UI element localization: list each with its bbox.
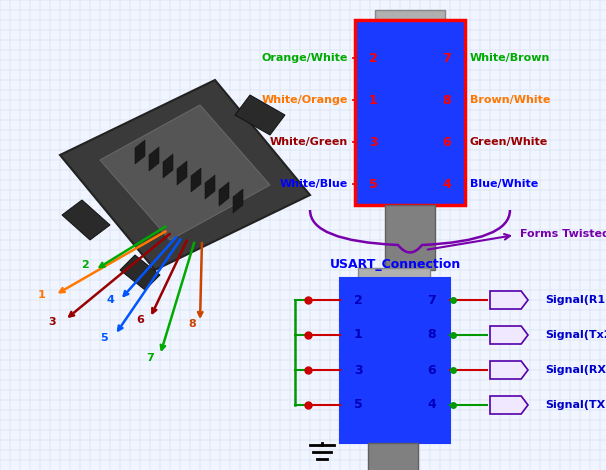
Bar	[358, 268, 430, 284]
Bar	[375, 10, 445, 28]
Text: 6: 6	[442, 135, 451, 149]
Polygon shape	[60, 80, 310, 270]
Polygon shape	[490, 291, 528, 309]
Polygon shape	[235, 95, 285, 135]
Text: 8: 8	[442, 94, 451, 107]
Text: 5: 5	[369, 178, 378, 190]
Text: White/Orange: White/Orange	[262, 95, 348, 105]
Bar	[385, 205, 435, 270]
Bar	[355, 20, 465, 205]
Polygon shape	[62, 200, 110, 240]
Text: 7: 7	[442, 52, 451, 64]
Text: Forms Twisted Pairs: Forms Twisted Pairs	[520, 229, 606, 239]
Polygon shape	[135, 140, 145, 164]
Text: Signal(RX2): Signal(RX2)	[545, 365, 606, 375]
Text: 1: 1	[369, 94, 378, 107]
Polygon shape	[191, 168, 201, 192]
Text: Blue/White: Blue/White	[470, 179, 538, 189]
Text: Signal(TX2): Signal(TX2)	[545, 400, 606, 410]
Polygon shape	[490, 326, 528, 344]
Polygon shape	[219, 182, 229, 206]
Text: 1: 1	[38, 290, 46, 300]
Text: USART_Connection: USART_Connection	[330, 258, 461, 271]
Text: 6: 6	[136, 315, 144, 325]
Polygon shape	[163, 154, 173, 178]
Polygon shape	[177, 161, 187, 185]
Text: 3: 3	[369, 135, 378, 149]
Polygon shape	[120, 255, 160, 290]
Bar	[340, 278, 450, 443]
Text: 8: 8	[427, 329, 436, 342]
Text: White/Brown: White/Brown	[470, 53, 550, 63]
Text: White/Green: White/Green	[270, 137, 348, 147]
Text: Brown/White: Brown/White	[470, 95, 550, 105]
Text: 5: 5	[100, 333, 108, 343]
Text: Signal(R1): Signal(R1)	[545, 295, 606, 305]
Polygon shape	[149, 147, 159, 171]
Text: 4: 4	[106, 295, 114, 305]
Polygon shape	[233, 189, 243, 213]
Text: 8: 8	[188, 319, 196, 329]
Text: 3: 3	[48, 317, 56, 327]
Polygon shape	[100, 105, 270, 240]
Text: 2: 2	[354, 293, 363, 306]
Text: White/Blue: White/Blue	[280, 179, 348, 189]
Text: 7: 7	[427, 293, 436, 306]
Text: Orange/White: Orange/White	[262, 53, 348, 63]
Text: Signal(Tx2): Signal(Tx2)	[545, 330, 606, 340]
Polygon shape	[490, 361, 528, 379]
Text: 1: 1	[354, 329, 363, 342]
Text: Green/White: Green/White	[470, 137, 548, 147]
Text: 4: 4	[427, 399, 436, 412]
Bar	[368, 443, 418, 470]
Text: 7: 7	[146, 353, 154, 363]
Text: 2: 2	[369, 52, 378, 64]
Text: 3: 3	[354, 363, 362, 376]
Text: 5: 5	[354, 399, 363, 412]
Text: 4: 4	[442, 178, 451, 190]
Polygon shape	[490, 396, 528, 414]
Text: 6: 6	[427, 363, 436, 376]
Text: 2: 2	[81, 260, 89, 270]
Polygon shape	[205, 175, 215, 199]
